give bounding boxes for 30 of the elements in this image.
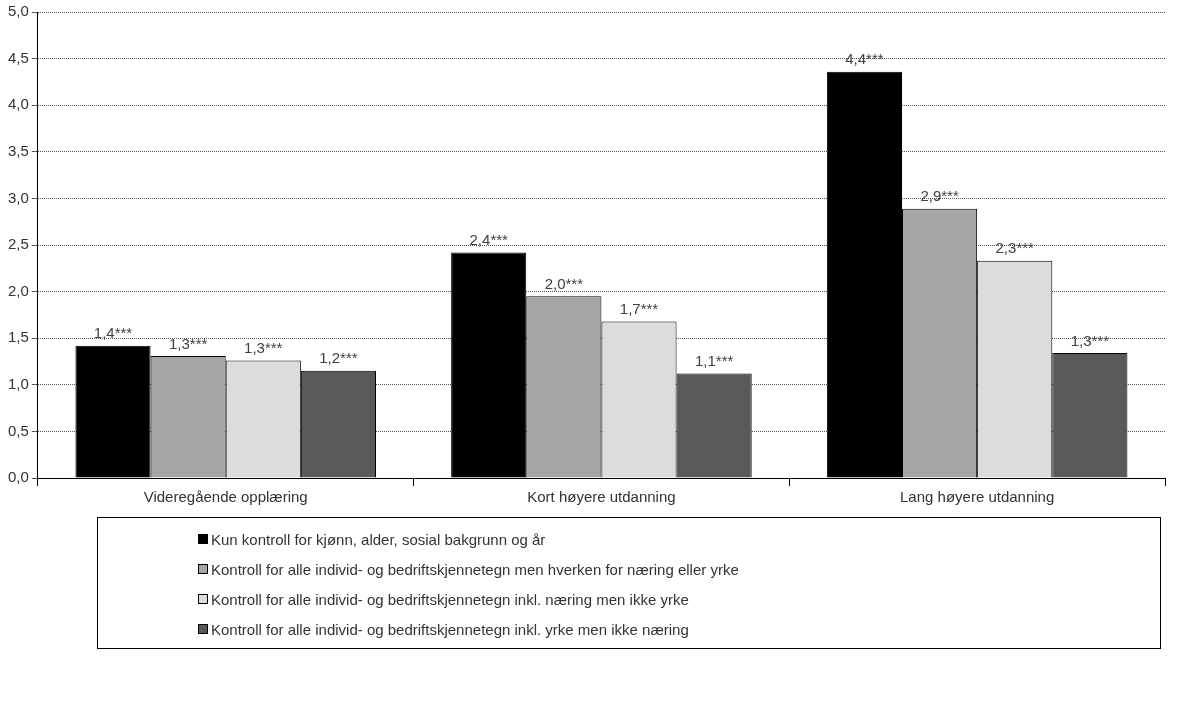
data-label: 4,4***	[845, 50, 884, 68]
x-tick-label: Videregående opplæring	[143, 488, 308, 506]
y-tick-label: 3,5	[7, 141, 29, 159]
data-label: 2,0***	[544, 274, 584, 292]
y-tick-label: 0,0	[7, 468, 29, 486]
data-label: 1,3***	[244, 339, 283, 357]
data-label: 1,1***	[694, 352, 734, 370]
x-tick-label: Lang høyere utdanning	[899, 488, 1055, 506]
y-tick-label: 1,0	[7, 374, 29, 392]
y-tick-label: 4,0	[7, 95, 29, 113]
y-tick-label: 3,0	[7, 188, 29, 206]
y-tick-label: 4,5	[7, 48, 29, 66]
data-label: 1,4***	[93, 324, 133, 342]
y-tick-label: 2,0	[7, 281, 29, 299]
data-label: 1,3***	[168, 334, 208, 352]
legend-label: Kontroll for alle individ- og bedriftskjennetegn inkl. yrke men ikke næring	[211, 620, 689, 638]
y-tick-label: 0,5	[7, 421, 29, 439]
y-tick-label: 2,5	[7, 235, 29, 253]
legend-label: Kun kontroll for kjønn, alder, sosial bakgrunn og år	[211, 530, 546, 548]
y-tick-label: 1,5	[7, 328, 29, 346]
data-label: 2,3***	[995, 239, 1035, 257]
legend-label: Kontroll for alle individ- og bedriftskjennetegn men hverken for næring eller yrke	[211, 560, 739, 578]
data-label: 1,7***	[619, 300, 659, 318]
data-label: 2,4***	[469, 231, 509, 249]
y-tick-label: 5,0	[7, 2, 29, 20]
x-tick-label: Kort høyere utdanning	[527, 488, 676, 506]
data-label: 1,3***	[1070, 331, 1110, 349]
data-label: 1,2***	[319, 349, 358, 367]
legend-label: Kontroll for alle individ- og bedriftskjennetegn inkl. næring men ikke yrke	[211, 590, 689, 608]
data-label: 2,9***	[920, 187, 959, 205]
